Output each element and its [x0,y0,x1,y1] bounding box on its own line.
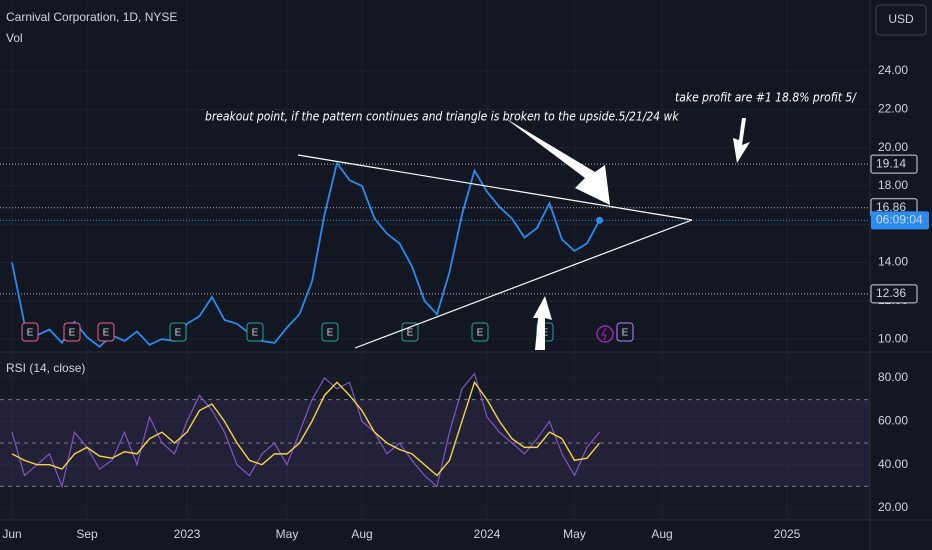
currency-button[interactable] [875,4,927,36]
earnings-label: E [407,328,414,339]
earnings-icon [471,322,489,342]
rsi-line [11,372,600,489]
y-tick-label: 14.00 [878,255,908,269]
y-tick-label: 20.00 [878,140,908,154]
y-tick-label: 10.00 [878,331,908,345]
earnings-icon [246,322,264,342]
earnings-icon [401,322,419,342]
earnings-icon [63,322,81,342]
y-tick-label: 20.00 [878,500,908,514]
x-tick-label: Jun [2,527,21,541]
earnings-icon [169,322,187,342]
arrow-down [733,118,750,163]
y-tick-label: 60.00 [878,414,908,428]
earnings-label: E [69,328,76,339]
earnings-label: E [27,328,34,339]
price-level-label: 16.86 [876,200,906,214]
earnings-icon [616,322,634,342]
x-tick-label: Sep [76,527,98,541]
triangle-lower [354,219,693,349]
price-level-tag [870,154,918,174]
x-tick-label: 2025 [774,527,801,541]
earnings-label: E [103,328,110,339]
price-level-label: 12.36 [876,286,906,300]
y-tick-label: 40.00 [878,457,908,471]
annotation: breakout point, if the pattern continues… [205,110,679,124]
earnings-icon [97,322,115,342]
volume-label: Vol [6,31,23,45]
earnings-label: E [542,328,549,339]
earnings-label: E [252,328,259,339]
y-tick-label: 18.00 [878,178,908,192]
x-tick-label: 2024 [474,527,501,541]
price-level-tag [870,284,918,304]
y-tick-label: 24.00 [878,63,908,77]
arrow-up [533,296,552,350]
earnings-label: E [175,328,182,339]
x-tick-label: Aug [351,527,372,541]
last-price-tag [871,211,929,230]
x-tick-label: Aug [651,527,672,541]
last-price-dot [596,216,603,224]
annotation: take profit are #1 18.8% profit 5/ [675,91,857,105]
earnings-icon [321,322,339,342]
x-tick-label: May [276,527,299,541]
dividend-bolt [601,327,607,341]
arrow-breakout [505,118,610,205]
currency-label[interactable]: USD [888,12,914,26]
earnings-label: E [327,328,334,339]
earnings-label: E [477,328,484,339]
rsi-ma-line [11,380,601,477]
earnings-icon [21,322,39,342]
y-tick-label: 80.00 [878,370,908,384]
y-tick-label: 22.00 [878,101,908,115]
dividend-icon [596,325,614,343]
countdown-label: 06:09:04 [876,213,923,227]
chart-title: Carnival Corporation, 1D, NYSE [6,10,177,24]
x-tick-label: May [563,527,586,541]
earnings-label: E [622,328,629,339]
x-tick-label: 2023 [174,527,201,541]
triangle-upper [297,154,693,221]
rsi-title: RSI (14, close) [6,361,85,375]
price-level-label: 19.14 [876,156,906,170]
